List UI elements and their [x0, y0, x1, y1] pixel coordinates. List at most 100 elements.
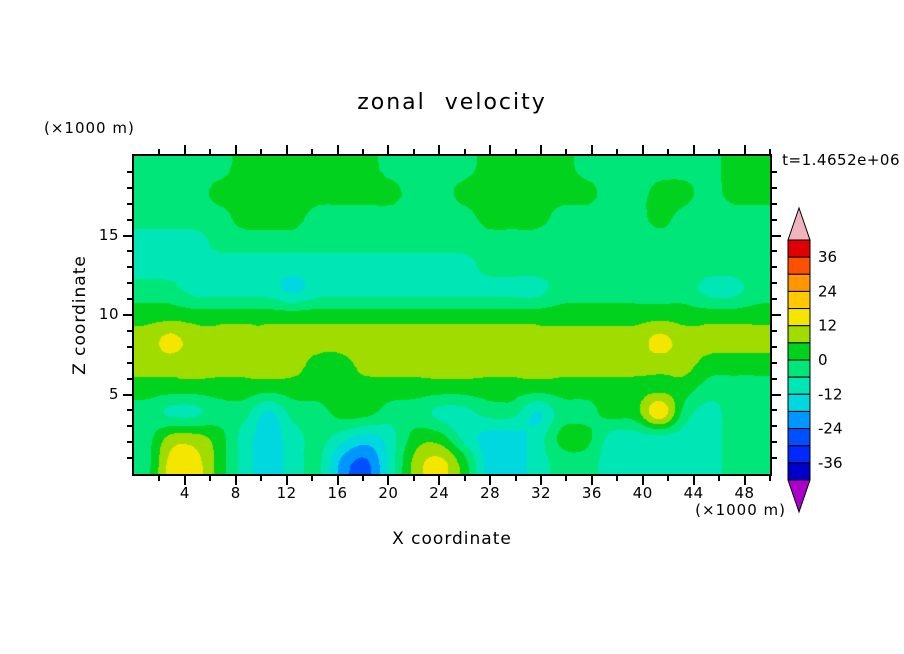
colorbar-segment: [787, 445, 811, 464]
colorbar-segment: [787, 393, 811, 412]
x-axis-tick: [387, 145, 390, 154]
colorbar-label: 36: [818, 248, 837, 266]
colorbar-segment: [787, 342, 811, 361]
figure-title: zonal velocity: [357, 90, 547, 115]
x-axis-tick: [616, 476, 619, 481]
x-axis-tick: [438, 145, 441, 154]
colorbar-segment: [787, 256, 811, 275]
x-tick-label: 48: [734, 484, 755, 502]
x-tick-label: 12: [276, 484, 297, 502]
z-axis-tick: [772, 377, 777, 380]
colorbar: 36 24 12 0 -12 -24 -36: [787, 206, 843, 514]
x-axis-tick: [540, 476, 543, 485]
z-axis-tick: [772, 409, 777, 412]
x-axis-tick: [209, 476, 212, 481]
x-axis-tick: [540, 145, 543, 154]
colorbar-segment: [787, 410, 811, 430]
x-axis-tick: [641, 476, 644, 485]
colorbar-segment: [787, 325, 811, 344]
x-axis-tick: [565, 476, 568, 481]
colorbar-segment: [787, 239, 811, 258]
z-axis-tick: [772, 345, 777, 348]
x-axis-tick: [412, 476, 415, 481]
x-tick-label: 36: [581, 484, 602, 502]
x-axis-tick: [489, 476, 492, 485]
x-axis-tick: [641, 145, 644, 154]
x-tick-label: 32: [530, 484, 552, 502]
colorbar-under-arrow: [787, 479, 811, 514]
z-axis-tick: [772, 329, 777, 332]
x-axis-label: X coordinate: [392, 529, 512, 549]
x-axis-tick: [311, 476, 314, 481]
colorbar-over-arrow: [787, 206, 811, 241]
x-axis-tick: [718, 476, 721, 481]
z-axis-tick: [123, 314, 132, 316]
plot-area: [132, 154, 772, 476]
x-axis-tick: [590, 476, 593, 485]
colorbar-label: -36: [818, 454, 843, 472]
x-axis-unit-label: (×1000 m): [695, 501, 786, 519]
colorbar-label: 24: [818, 282, 837, 300]
x-axis-tick: [743, 476, 746, 485]
x-axis-tick: [514, 476, 517, 481]
z-axis-tick: [772, 186, 777, 189]
x-axis-tick: [438, 476, 441, 485]
x-axis-tick: [387, 476, 390, 485]
z-axis-tick: [772, 457, 777, 460]
colorbar-segment: [787, 308, 811, 327]
contour-canvas: [134, 156, 770, 474]
z-axis-tick: [772, 282, 777, 285]
x-tick-label: 20: [378, 484, 399, 502]
x-axis-tick: [489, 145, 492, 154]
x-axis-tick: [743, 145, 746, 154]
x-axis-tick: [234, 476, 237, 485]
colorbar-label: 12: [818, 317, 837, 335]
colorbar-segment: [787, 290, 811, 310]
x-axis-tick: [183, 145, 186, 154]
z-axis-tick: [123, 393, 132, 396]
z-axis-label: Z coordinate: [70, 255, 90, 375]
x-axis-tick: [336, 476, 339, 485]
z-axis-tick: [772, 298, 777, 301]
x-axis-tick: [692, 145, 695, 154]
z-axis-tick: [772, 425, 777, 428]
x-axis-tick: [667, 476, 670, 481]
x-axis-tick: [260, 476, 263, 481]
x-axis-tick: [183, 476, 186, 485]
z-axis-unit-label: (×1000 m): [44, 119, 135, 137]
x-tick-label: 16: [327, 484, 348, 502]
colorbar-label: -12: [818, 385, 843, 403]
x-axis-tick: [692, 476, 695, 485]
z-axis-tick: [772, 202, 777, 205]
x-axis-tick: [463, 476, 466, 481]
x-tick-label: 40: [632, 484, 653, 502]
x-tick-label: 28: [480, 484, 501, 502]
colorbar-segment: [787, 376, 811, 395]
colorbar-label: 0: [818, 351, 828, 369]
colorbar-segment: [787, 273, 811, 292]
x-axis-tick: [361, 476, 364, 481]
colorbar-segment: [787, 428, 811, 447]
x-axis-tick: [769, 476, 771, 481]
colorbar-label: -24: [818, 420, 843, 438]
z-axis-tick: [772, 266, 777, 269]
x-axis-tick: [234, 145, 237, 154]
x-axis-tick: [158, 476, 161, 481]
z-axis-tick: [772, 250, 777, 253]
x-axis-tick: [336, 145, 339, 154]
time-annotation: t=1.4652e+06: [782, 151, 900, 169]
z-axis-tick: [123, 234, 132, 237]
x-axis-tick: [285, 476, 288, 485]
z-axis-tick: [772, 441, 777, 444]
z-axis-tick: [772, 170, 777, 173]
x-tick-label: 4: [179, 484, 190, 502]
x-axis-tick: [590, 145, 593, 154]
colorbar-segment: [787, 359, 811, 378]
colorbar-segment: [787, 462, 811, 481]
z-axis-tick: [772, 218, 777, 221]
x-axis-tick: [285, 145, 288, 154]
z-axis-tick: [772, 361, 777, 364]
x-tick-label: 24: [429, 484, 450, 502]
x-tick-label: 8: [230, 484, 241, 502]
